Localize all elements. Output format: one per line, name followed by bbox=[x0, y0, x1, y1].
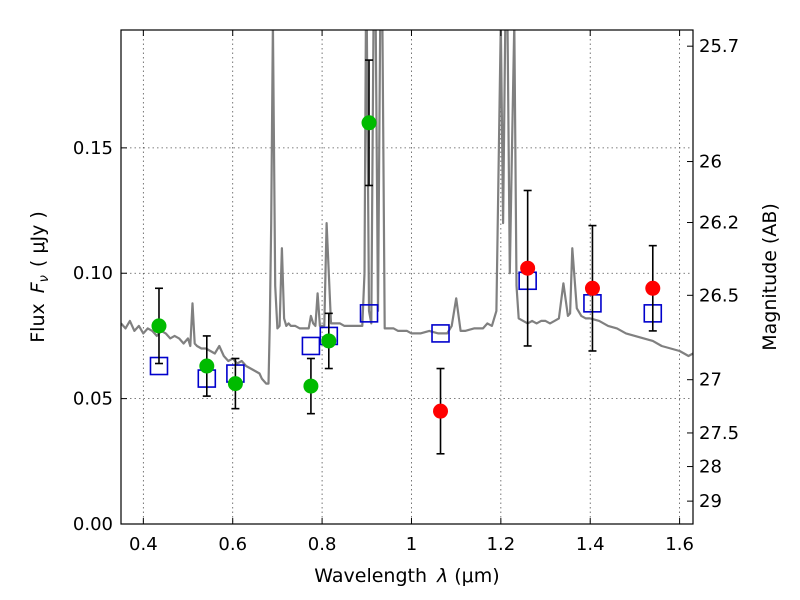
optical-point bbox=[303, 378, 319, 394]
x-axis-label-symbol: λ bbox=[436, 565, 448, 587]
y2-axis-label: Magnitude (AB) bbox=[759, 203, 781, 351]
y-axis-label-sub: ν bbox=[37, 275, 52, 282]
x-tick-label: 1.6 bbox=[665, 534, 694, 555]
nir-point bbox=[520, 260, 536, 276]
photometry-layer bbox=[149, 59, 663, 455]
y-axis-label-symbol: F bbox=[27, 281, 49, 293]
y-tick-label: 0.10 bbox=[73, 263, 113, 284]
x-tick-label: 1 bbox=[406, 534, 417, 555]
x-tick-label: 0.4 bbox=[129, 534, 158, 555]
y2-tick-label: 29 bbox=[699, 491, 722, 512]
x-axis-label: Wavelength λ (μm) bbox=[314, 565, 499, 587]
spectrum-layer bbox=[121, 30, 693, 385]
y2-tick-label: 26.5 bbox=[699, 285, 739, 306]
y-axis-label: Flux Fν ( μJy ) bbox=[27, 211, 52, 343]
y2-tick-label: 28 bbox=[699, 457, 722, 478]
axis-ticks: 0.4 0.6 0.8 1 1.2 1.4 1.6 0.00 0.05 0.10 0.15 25.7 2… bbox=[73, 30, 739, 555]
x-axis-label-unit: (μm) bbox=[454, 565, 499, 587]
y2-tick-label: 26.2 bbox=[699, 213, 739, 234]
y2-tick-label: 25.7 bbox=[699, 36, 739, 57]
nir-point bbox=[645, 280, 661, 296]
y-axis-label-text: Flux bbox=[27, 303, 49, 343]
y-tick-label: 0.00 bbox=[73, 514, 113, 535]
model-square-marker bbox=[359, 304, 379, 323]
x-tick-label: 0.8 bbox=[308, 534, 337, 555]
y2-tick-label: 27.5 bbox=[699, 423, 739, 444]
model-square-marker bbox=[301, 336, 321, 356]
y2-tick-label: 26 bbox=[699, 152, 722, 173]
model-square-marker bbox=[431, 324, 450, 343]
y-tick-label: 0.15 bbox=[73, 138, 113, 159]
y2-tick-label: 27 bbox=[699, 370, 722, 391]
optical-point bbox=[321, 333, 337, 349]
spectrum-line bbox=[121, 30, 693, 385]
nir-point bbox=[584, 280, 600, 296]
optical-point bbox=[227, 376, 243, 392]
x-axis-label-text: Wavelength bbox=[314, 565, 427, 587]
optical-point bbox=[151, 318, 167, 334]
plot-frame bbox=[120, 29, 694, 525]
x-tick-label: 1.2 bbox=[487, 534, 516, 555]
y-axis-label-unit: ( μJy ) bbox=[27, 211, 49, 267]
y-tick-label: 0.05 bbox=[73, 389, 113, 410]
optical-point bbox=[199, 358, 215, 374]
x-tick-label: 0.6 bbox=[218, 534, 247, 555]
nir-point bbox=[433, 403, 449, 419]
x-tick-label: 1.4 bbox=[576, 534, 605, 555]
optical-point bbox=[361, 115, 377, 131]
